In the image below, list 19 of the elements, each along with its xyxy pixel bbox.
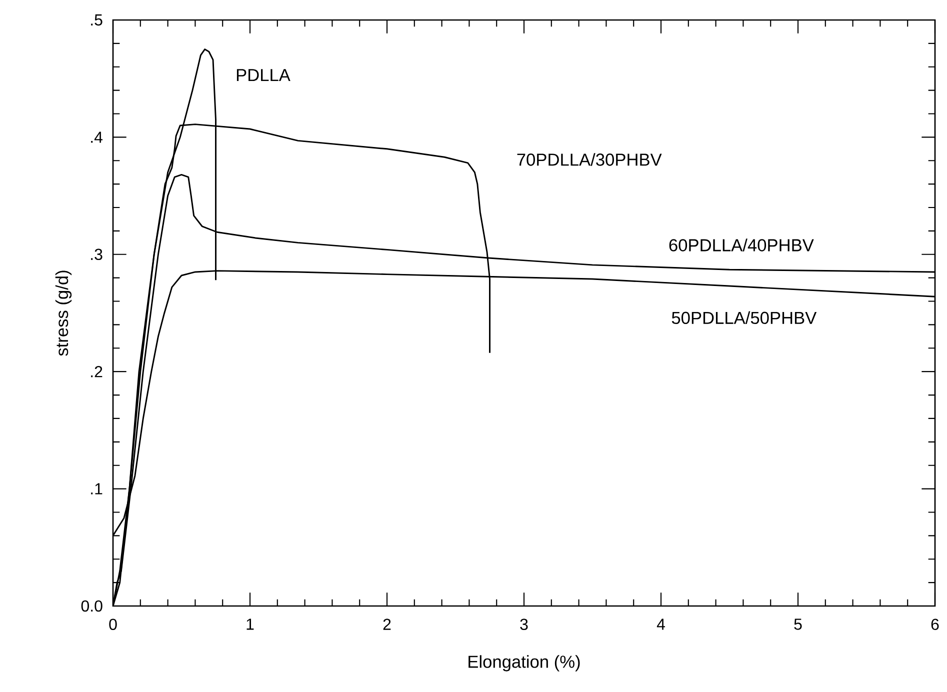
y-tick-label: .3 [91, 248, 102, 260]
x-tick-label: 3 [520, 618, 528, 630]
text: 70PDLLA/30PHBV [517, 153, 662, 166]
y-tick-label: .4 [91, 132, 102, 143]
y-tick-label: 0.0 [81, 600, 102, 612]
x-tick-label: 6 [931, 618, 939, 630]
series-label: PDLLA [236, 69, 290, 82]
x-tick-label: 2 [383, 618, 391, 630]
x-tick-label: 0 [109, 618, 117, 630]
y-axis-title: stress (g/d) [55, 270, 72, 356]
y-tick-label: .5 [91, 14, 102, 26]
x-tick-label: 5 [794, 618, 802, 630]
y-tick-label: .1 [91, 483, 102, 494]
x-tick-label: 1 [246, 618, 254, 630]
series-label: 50PDLLA/50PHBV [672, 311, 817, 324]
x-axis-title: Elongation (%) [468, 655, 580, 672]
y-tick-label: .2 [91, 366, 102, 378]
x-tick-label: 4 [656, 618, 665, 630]
series-label: 60PDLLA/40PHBV [669, 238, 814, 252]
